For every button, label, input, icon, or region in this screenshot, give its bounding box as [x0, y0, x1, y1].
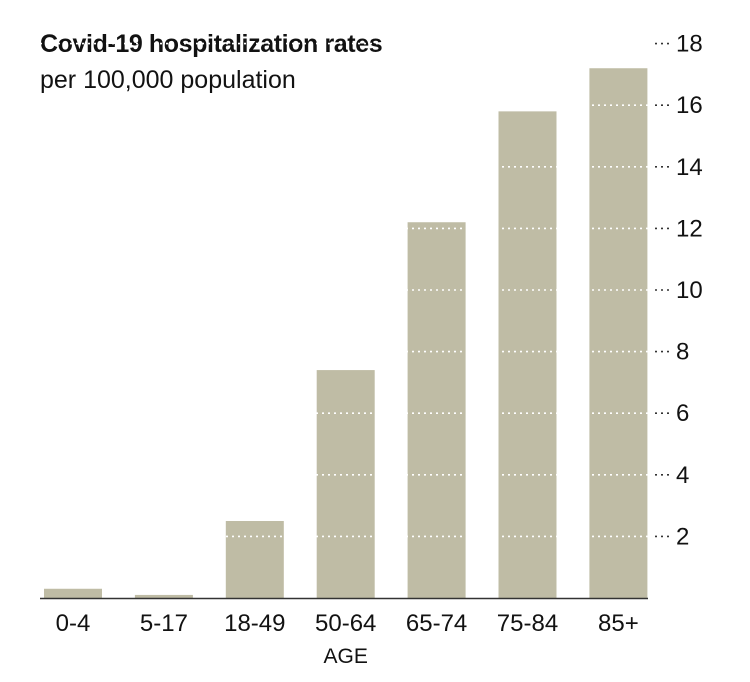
bar-85+ — [589, 68, 648, 599]
x-category-label-65-74: 65-74 — [406, 610, 467, 637]
bar-50-64 — [316, 370, 375, 598]
y-tick-label-18: 18 — [676, 31, 703, 58]
y-tick-label-16: 16 — [676, 92, 703, 119]
bar-75-84 — [498, 111, 557, 599]
x-category-label-75-84: 75-84 — [497, 610, 558, 637]
bar-5-17 — [134, 594, 193, 598]
x-category-label-50-64: 50-64 — [315, 610, 376, 637]
x-category-label-5-17: 5-17 — [140, 610, 188, 637]
x-category-label-85+: 85+ — [598, 610, 639, 637]
y-tick-label-4: 4 — [676, 462, 689, 489]
x-axis-title: AGE — [324, 645, 368, 668]
x-category-labels: 0-4 5-17 18-49 50-64 65-74 75-84 85+ — [56, 610, 639, 637]
chart-title: Covid-19 hospitalization rates — [40, 30, 383, 58]
x-category-label-0-4: 0-4 — [56, 610, 91, 637]
y-ticks-group: 2 4 6 8 10 12 14 16 18 — [655, 31, 703, 550]
y-tick-label-2: 2 — [676, 523, 689, 550]
bar-0-4 — [44, 588, 102, 598]
bar-65-74 — [407, 222, 466, 599]
y-tick-label-6: 6 — [676, 400, 689, 427]
bar-18-49 — [225, 521, 284, 598]
y-tick-label-8: 8 — [676, 339, 689, 366]
y-tick-label-14: 14 — [676, 154, 703, 181]
bars-group — [44, 68, 648, 599]
x-category-label-18-49: 18-49 — [224, 610, 285, 637]
y-tick-label-12: 12 — [676, 215, 703, 242]
chart-subtitle: per 100,000 population — [40, 66, 296, 94]
y-tick-label-10: 10 — [676, 277, 703, 304]
